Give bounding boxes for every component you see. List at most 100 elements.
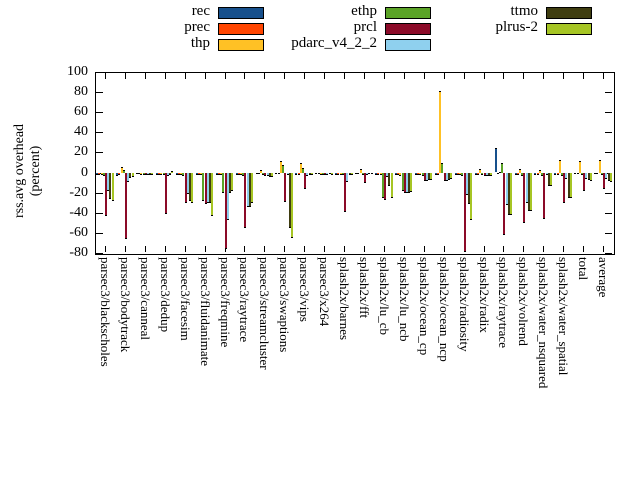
bar [189,172,192,201]
bar [505,172,508,205]
bar [339,172,342,175]
bar [337,172,340,175]
bar [600,172,603,175]
legend-swatch-ttmo [546,7,592,19]
bar [297,172,300,175]
bar [485,172,488,176]
bar [521,172,524,176]
x-tick-label: parsec3/fluidanimate [197,257,213,367]
x-tick-mark-top [483,73,485,79]
x-tick-label: parsec3/streamcluster [257,257,273,370]
bar [609,172,612,182]
bar [459,172,462,175]
x-tick-mark-top [264,73,266,79]
bar [158,172,161,175]
bar [129,172,132,178]
bar [160,172,163,175]
bar [390,172,393,198]
x-tick-mark-bottom [483,246,485,252]
bar [299,162,302,173]
x-tick-mark-top [105,73,106,79]
bar [401,172,404,191]
x-tick-mark-bottom [124,246,126,252]
x-tick-label: splash2x/water_spatial [556,257,572,376]
bar [116,172,118,176]
bar [397,172,400,175]
x-tick-mark-top [443,73,445,79]
x-tick-mark-bottom [264,246,266,252]
bar [538,169,541,173]
bar [585,172,588,179]
y-axis-title-line1: rss.avg overhead [12,123,27,219]
bar [259,169,262,173]
legend-label: pdarc_v4_2_2 [291,35,377,51]
y-tick-mark-right [605,72,612,73]
x-tick-mark-bottom [523,246,525,252]
bar [530,172,532,211]
x-tick-label: splash2x/fft [357,257,372,319]
bar [430,172,433,180]
bar [403,172,406,193]
plot-area [95,72,615,255]
y-tick-mark-right [605,132,612,134]
bar [186,172,189,194]
bar [109,172,112,199]
bar [589,172,592,181]
bar [370,172,373,174]
bar [102,172,105,176]
bar [262,172,265,175]
bar [408,172,411,193]
bar [507,172,510,215]
y-tick-label: -60 [69,224,88,240]
x-tick-label: parsec3/blackscholes [98,257,113,367]
bar [240,172,242,175]
bar [483,172,486,176]
bar [510,172,513,215]
bar [476,172,479,175]
legend-swatch-plrus-2 [546,23,592,35]
bar [556,172,559,175]
x-tick-label: splash2x/radix [476,257,492,333]
bar [169,172,172,175]
x-tick-mark-bottom [563,246,565,252]
x-tick-label: parsec3/swaptions [277,257,293,353]
y-tick-label: 60 [74,104,88,120]
bar [450,172,453,179]
bar [569,172,572,198]
bar [171,170,174,173]
bar [465,172,468,195]
bar [594,172,597,174]
bar [215,172,218,175]
bar [127,172,130,182]
bar [197,172,200,175]
bar [98,172,101,175]
bar [456,172,459,175]
bar [399,172,402,176]
y-tick-mark-left [96,132,103,134]
x-tick-mark-bottom [144,246,146,252]
bar [321,172,324,175]
bar [304,172,307,189]
bar [536,172,539,175]
x-tick-label: parsec3/vips [297,257,313,322]
x-tick-mark-bottom [184,246,186,252]
y-tick-label: -20 [69,184,88,200]
bar [206,172,209,203]
bar [335,172,338,175]
bar [136,172,138,174]
y-tick-mark-left [96,253,103,254]
y-tick-mark-left [96,152,103,154]
y-tick-mark-left [96,92,103,94]
x-tick-mark-top [603,73,604,79]
bar [324,172,327,175]
bar [441,162,444,173]
legend-label: rec [191,3,210,19]
x-tick-mark-top [164,73,166,79]
bar [541,172,544,176]
bar [377,172,380,175]
bar [290,172,293,238]
bar [425,172,428,181]
bar [527,172,530,211]
bar [147,172,149,175]
bar [578,160,581,173]
